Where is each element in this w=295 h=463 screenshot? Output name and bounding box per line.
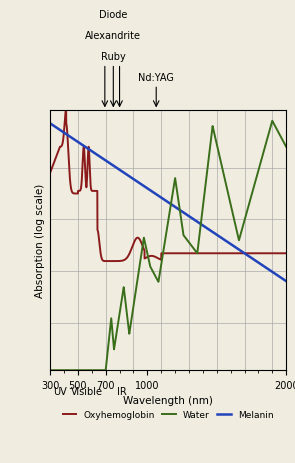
Y-axis label: Absorption (log scale): Absorption (log scale) — [35, 184, 45, 298]
Text: IR: IR — [117, 386, 127, 396]
Text: Alexandrite: Alexandrite — [85, 31, 141, 41]
Text: Ruby: Ruby — [101, 52, 126, 62]
Text: UV: UV — [53, 386, 67, 396]
Text: Nd:YAG: Nd:YAG — [138, 73, 174, 82]
X-axis label: Wavelength (nm): Wavelength (nm) — [123, 395, 213, 406]
Legend: Oxyhemoglobin, Water, Melanin: Oxyhemoglobin, Water, Melanin — [59, 407, 277, 423]
Text: Diode: Diode — [99, 10, 127, 20]
Text: Visible: Visible — [71, 386, 103, 396]
